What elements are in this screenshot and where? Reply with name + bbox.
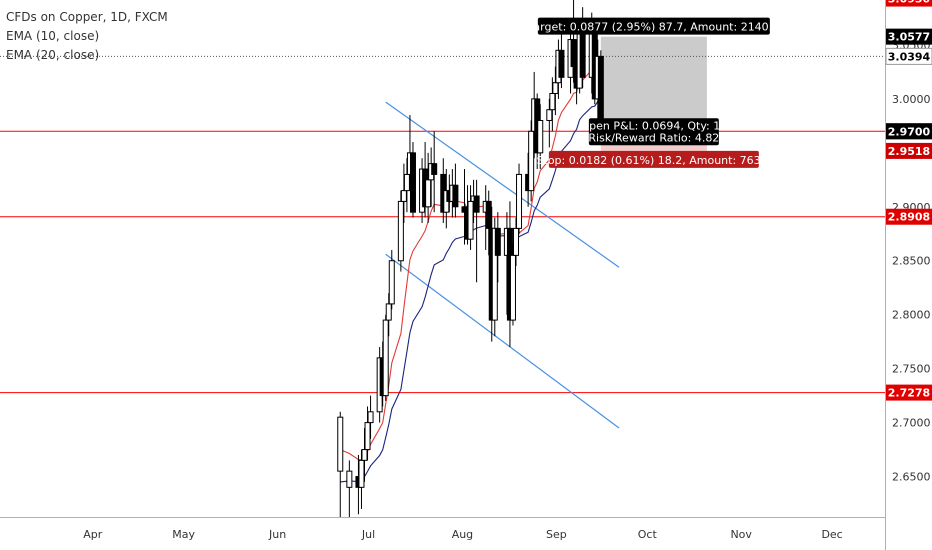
candle-body: [425, 179, 432, 208]
candle-body: [552, 82, 559, 95]
candle-body: [361, 449, 368, 461]
time-tick-label: Sep: [546, 528, 567, 541]
candle-body: [528, 130, 535, 192]
candle-body: [516, 173, 523, 229]
candle-body: [403, 173, 410, 192]
price-tick-label: 2.7500: [892, 363, 931, 376]
candle-body: [491, 227, 498, 321]
stop-label: Stop: 0.0182 (0.61%) 18.2, Amount: 763.4: [537, 154, 772, 167]
time-tick-label: May: [172, 528, 195, 541]
chart-title: CFDs on Copper, 1D, FXCM: [6, 10, 168, 24]
level-price-badge: [886, 208, 932, 225]
candle-body: [546, 109, 553, 121]
time-tick-label: Jun: [268, 528, 286, 541]
candle-body: [397, 200, 404, 262]
level-price-badge: [886, 384, 932, 401]
target-zone: [600, 36, 707, 132]
pnl-label: Open P&L: 0.0694, Qty: 13: [580, 119, 727, 132]
candle-body: [558, 49, 565, 78]
time-tick-label: Dec: [821, 528, 842, 541]
candle-body: [367, 411, 374, 424]
price-tick-label: 3.0000: [892, 93, 931, 106]
candle-body: [549, 93, 556, 111]
price-badge-text: 2.9700: [888, 125, 931, 138]
candle-body: [364, 422, 371, 451]
candle-body: [461, 206, 468, 213]
ema-20-legend: EMA (20, close): [6, 48, 100, 62]
price-badge: [886, 142, 932, 159]
level-price-badge-text: 2.7278: [888, 387, 930, 400]
candle-body: [400, 190, 407, 202]
candle-body: [358, 459, 365, 488]
candle-body: [473, 195, 480, 213]
price-badge: [885, 47, 932, 65]
level-price-badge: [886, 0, 932, 7]
candle-body: [382, 319, 389, 397]
candle-body: [579, 28, 586, 78]
price-badge-text: 3.0394: [888, 50, 931, 63]
level-price-badge-text: 3.0930: [888, 0, 931, 6]
time-tick-label: Aug: [452, 528, 473, 541]
target-label-box: [537, 17, 770, 35]
chart-legend: CFDs on Copper, 1D, FXCM EMA (10, close)…: [6, 8, 168, 65]
price-tick-label: 2.8000: [892, 309, 931, 322]
channel-trend-line: [385, 101, 620, 268]
price-tick-label: 2.8500: [892, 255, 931, 268]
ema-10-legend: EMA (10, close): [6, 29, 100, 43]
stop-label-box: [548, 150, 759, 168]
candle-body: [467, 200, 474, 240]
candle-body: [409, 152, 416, 213]
time-tick-label: Jul: [361, 528, 375, 541]
candle-body: [337, 416, 344, 472]
price-tick-label: 2.7000: [892, 417, 931, 430]
price-badge-text: 3.0577: [888, 31, 930, 44]
price-badge: [886, 28, 932, 45]
candle-body: [431, 163, 438, 175]
price-badge: [886, 123, 932, 140]
time-tick-label: Apr: [83, 528, 103, 541]
candle-body: [494, 227, 501, 256]
risk-reward-label: Risk/Reward Ratio: 4.82: [588, 131, 719, 144]
candle-body: [537, 119, 544, 154]
candle-body: [452, 184, 459, 208]
pnl-label-box: [588, 118, 719, 146]
time-tick-label: Oct: [638, 528, 658, 541]
candle-body: [485, 200, 492, 229]
candle-body: [388, 260, 395, 305]
candle-body: [346, 470, 353, 488]
channel-trend-line: [385, 253, 620, 429]
candle-body: [385, 303, 392, 321]
candle-body: [570, 39, 577, 68]
price-tick-label: 2.6500: [892, 471, 931, 484]
candle-body: [513, 227, 519, 256]
candle-body: [509, 254, 516, 321]
price-badge-text: 2.9518: [888, 145, 930, 158]
level-price-badge-text: 2.8908: [888, 211, 930, 224]
target-label: Target: 0.0877 (2.95%) 87.7, Amount: 214…: [528, 21, 780, 34]
time-tick-label: Nov: [730, 528, 752, 541]
